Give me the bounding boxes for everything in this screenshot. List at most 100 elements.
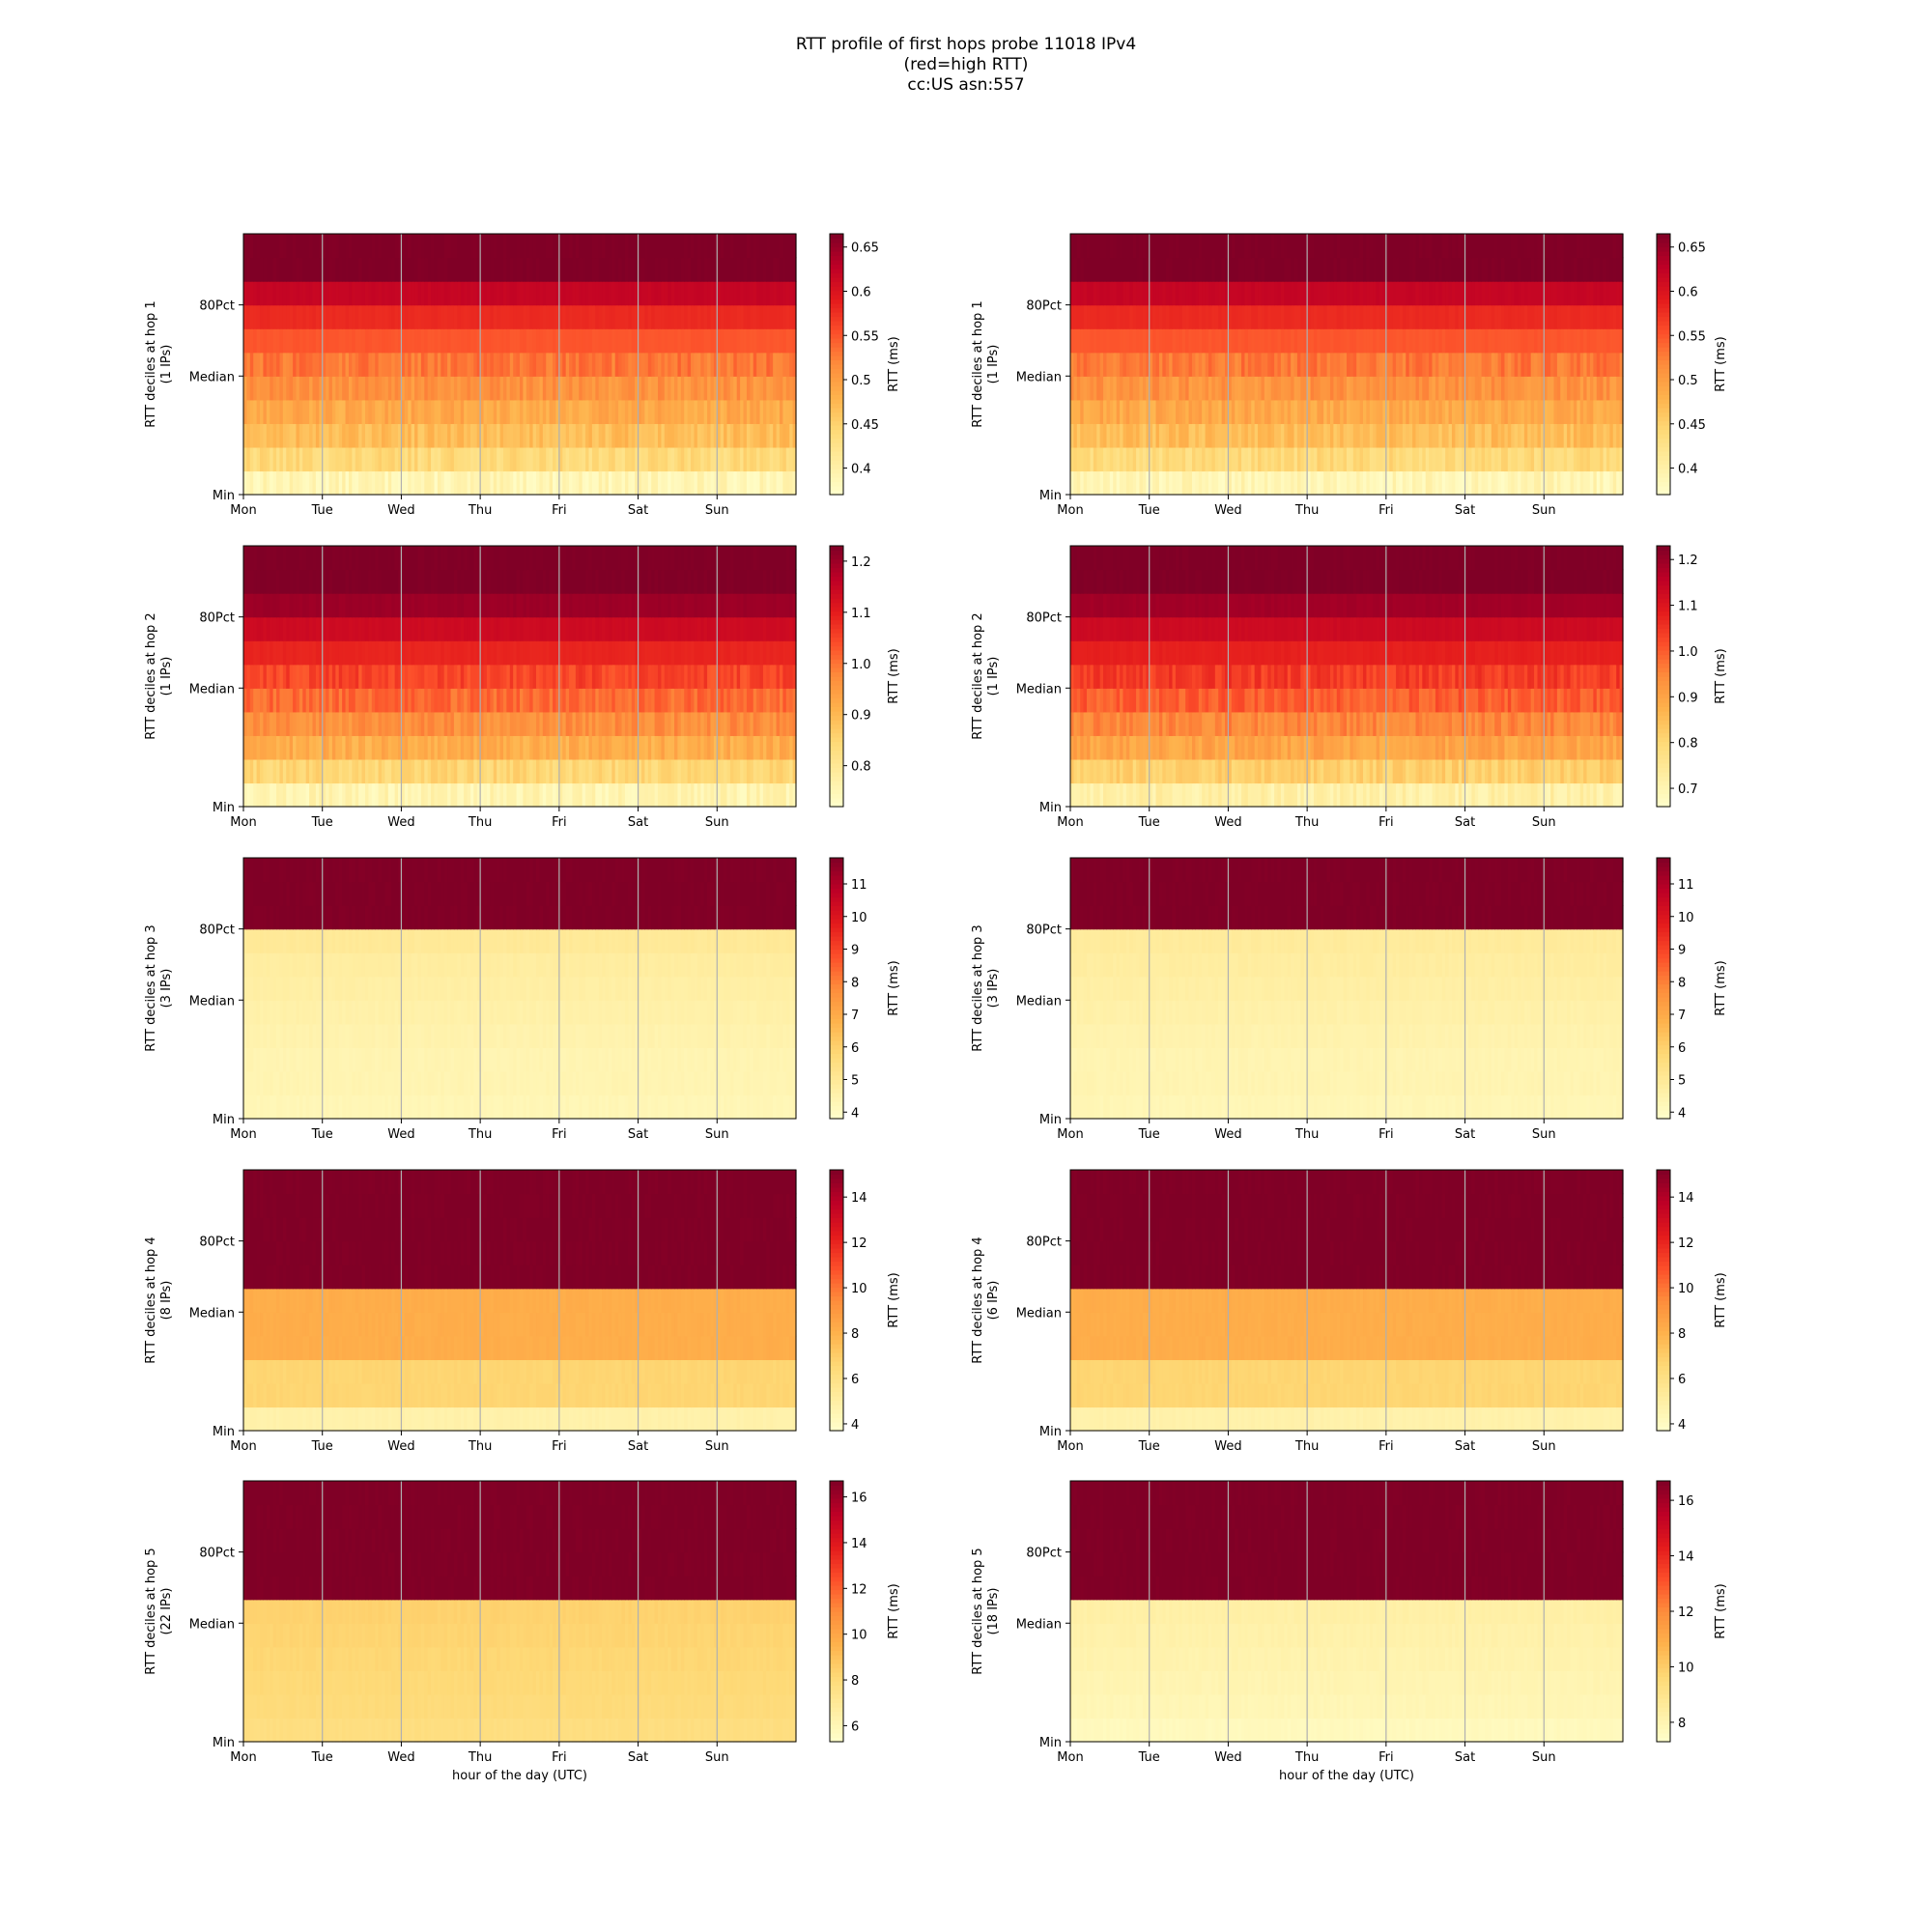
heatmap-cell [480,399,485,424]
heatmap-cell [575,664,580,689]
heatmap-cell [1136,446,1141,472]
heatmap-cell [1284,470,1289,496]
heatmap-cell [1616,470,1621,496]
heatmap-cell [558,470,563,496]
heatmap-cell [687,257,692,282]
heatmap-cell [595,423,600,448]
heatmap-cell [707,758,712,784]
heatmap-cell [1244,446,1249,472]
heatmap-cell [647,257,652,282]
heatmap-cell [707,711,712,736]
heatmap-cell [536,281,541,306]
heatmap-cell [694,711,698,736]
heatmap-cell [1120,281,1124,306]
heatmap-cell [1307,399,1312,424]
heatmap-cell [605,735,610,760]
heatmap-cell [1402,234,1406,259]
heatmap-cell [1116,399,1121,424]
heatmap-cell [555,470,560,496]
heatmap-cell [670,399,675,424]
heatmap-cell [785,470,790,496]
heatmap-cell [443,758,448,784]
heatmap-cell [309,234,314,259]
heatmap-cell [1534,304,1539,329]
heatmap-cell [497,782,501,808]
heatmap-cell [729,281,734,306]
heatmap-cell [696,328,701,354]
heatmap-cell [483,446,488,472]
heatmap-cell [1501,399,1506,424]
heatmap-cell [1612,304,1617,329]
heatmap-cell [453,446,458,472]
heatmap-cell [635,758,639,784]
heatmap-cell [358,304,363,329]
heatmap-cell [1429,304,1434,329]
heatmap-cell [1408,257,1413,282]
heatmap-cell [1366,399,1371,424]
heatmap-cell [724,257,728,282]
heatmap-cell [1530,352,1535,377]
heatmap-cell [1612,352,1617,377]
heatmap-cell [1616,304,1621,329]
heatmap-cell [575,304,580,329]
heatmap-cell [1109,328,1114,354]
heatmap-cell [394,782,399,808]
heatmap-cell [249,782,254,808]
heatmap-cell [249,711,254,736]
heatmap-cell [553,470,557,496]
heatmap-cell [322,470,327,496]
heatmap-cell [443,711,448,736]
heatmap-cell [1195,234,1200,259]
heatmap-cell [733,688,738,713]
heatmap-cell [1356,257,1361,282]
heatmap-cell [424,735,429,760]
heatmap-cell [753,664,757,689]
heatmap-cell [1109,376,1114,401]
title-line-3: cc:US asn:557 [907,75,1025,95]
heatmap-cell [720,664,724,689]
heatmap-cell [326,782,330,808]
heatmap-cell [1261,423,1265,448]
colorbar-segment [1657,420,1670,426]
heatmap-cell [1267,257,1272,282]
heatmap-cell [348,470,353,496]
heatmap-cell [453,470,458,496]
heatmap-cell [434,376,439,401]
heatmap-cell [542,735,547,760]
heatmap-cell [1136,423,1141,448]
heatmap-cell [509,234,514,259]
heatmap-cell [1579,376,1584,401]
heatmap-cell [1356,423,1361,448]
heatmap-cell [1291,423,1295,448]
heatmap-cell [506,399,511,424]
heatmap-cell [743,234,748,259]
heatmap-cell [729,304,734,329]
heatmap-cell [717,399,722,424]
heatmap-cell [1399,470,1404,496]
colorbar-segment [830,281,843,287]
heatmap-cell [253,640,258,666]
heatmap-cell [638,446,642,472]
heatmap-cell [523,376,527,401]
heatmap-cell [464,376,469,401]
heatmap-cell [450,328,455,354]
heatmap-cell [1589,446,1594,472]
heatmap-cell [661,399,666,424]
heatmap-cell [443,304,448,329]
heatmap-cell [1347,399,1350,424]
heatmap-cell [266,328,270,354]
heatmap-cell [371,281,376,306]
heatmap-cell [490,257,495,282]
heatmap-cell [411,423,415,448]
heatmap-cell [1379,470,1384,496]
heatmap-cell [1099,376,1104,401]
heatmap-cell [371,399,376,424]
heatmap-cell [1432,234,1436,259]
heatmap-cell [621,782,626,808]
colorbar-segment [830,446,843,452]
heatmap-cell [605,664,610,689]
heatmap-cell [1313,423,1318,448]
heatmap-cell [1284,423,1289,448]
heatmap-cell [658,304,662,329]
heatmap-cell [582,470,586,496]
